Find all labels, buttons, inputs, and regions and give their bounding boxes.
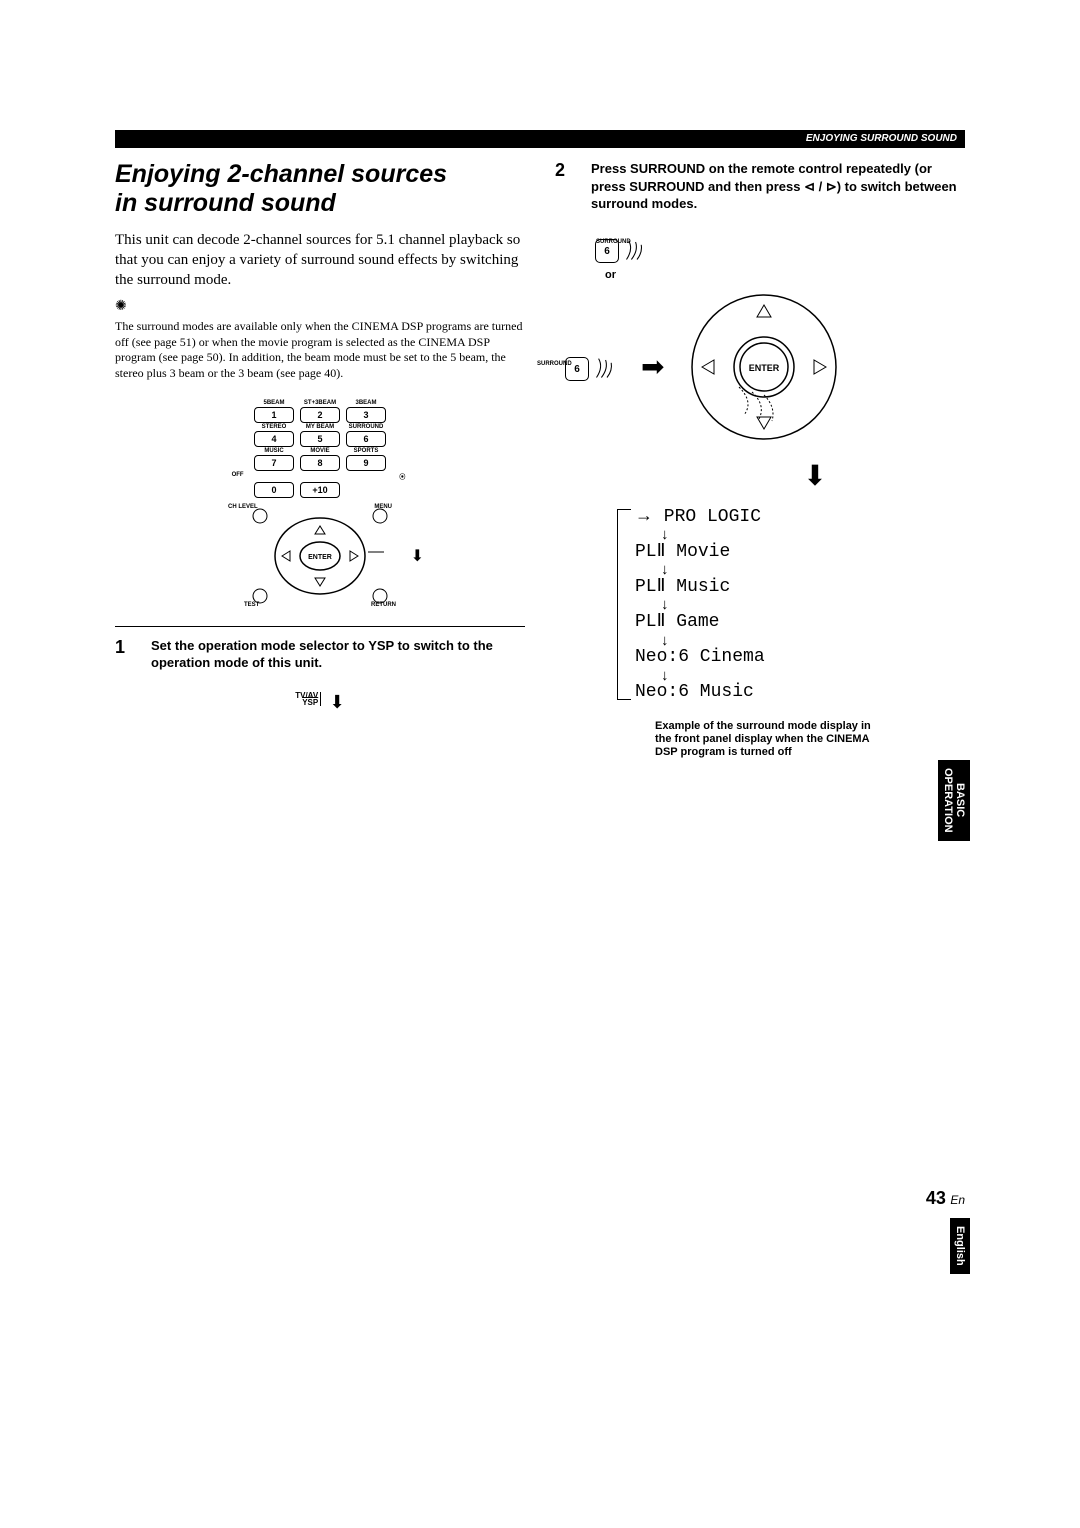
remote-key-label: MY BEAM xyxy=(300,424,340,430)
remote-key: 7 xyxy=(254,455,294,471)
mode-item: PLⅡ Game xyxy=(635,612,965,634)
page-lang: En xyxy=(950,1193,965,1207)
step-1-number: 1 xyxy=(115,637,135,672)
surround-num-2: 6 xyxy=(574,364,580,375)
or-text: or xyxy=(605,269,965,281)
remote-dpad: CH LEVEL MENU TEST RETURN ENTER xyxy=(250,506,390,606)
mode-item: PLⅡ Music xyxy=(635,577,965,599)
remote-key-label: ST+3BEAM xyxy=(300,400,340,406)
step-2-text: Press SURROUND on the remote control rep… xyxy=(591,160,965,213)
dpad-wheel: ENTER xyxy=(684,287,844,447)
arrow-down-icon: ⬇ xyxy=(775,459,855,493)
example-caption: Example of the surround mode display in … xyxy=(655,720,875,760)
mode-item: Neo:6 Cinema xyxy=(635,647,965,669)
remote-key-label: OFF xyxy=(220,472,255,481)
surround-label-1: SURROUND xyxy=(596,230,631,254)
remote-key-label: STEREO xyxy=(254,424,294,430)
step-2: 2 Press SURROUND on the remote control r… xyxy=(555,160,965,213)
note-text: The surround modes are available only wh… xyxy=(115,319,525,381)
intro-paragraph: This unit can decode 2-channel sources f… xyxy=(115,230,525,291)
remote-key: 9 xyxy=(346,455,386,471)
dpad-menu: MENU xyxy=(374,504,392,510)
remote-keypad: 5BEAM ST+3BEAM 3BEAM 123 STEREO MY BEAM SURROU… xyxy=(220,400,420,498)
mode-item: Neo:6 Music xyxy=(635,682,965,704)
svg-text:ENTER: ENTER xyxy=(749,363,780,373)
list-bracket xyxy=(617,509,631,700)
remote-key-label: SPORTS xyxy=(346,448,386,454)
step-2-number: 2 xyxy=(555,160,575,213)
remote-key: 8 xyxy=(300,455,340,471)
title-line1: Enjoying 2-channel sources xyxy=(115,160,447,188)
step-1: 1 Set the operation mode selector to YSP… xyxy=(115,637,525,672)
surround-button-1: SURROUND 6 xyxy=(595,239,619,263)
section-title: Enjoying 2-channel sources in surround s… xyxy=(115,160,525,218)
mode-item: PLⅡ Movie xyxy=(635,542,965,564)
press-icon-2 xyxy=(593,353,621,381)
mode-arrow-icon: ↓ xyxy=(661,598,965,612)
remote-key: 0 xyxy=(254,482,294,498)
header-bar: ENJOYING SURROUND SOUND xyxy=(115,130,965,148)
remote-key-label: MUSIC xyxy=(254,448,294,454)
content-columns: Enjoying 2-channel sources in surround s… xyxy=(115,160,965,759)
remote-key-label: MOVIE xyxy=(300,448,340,454)
title-line2: in surround sound xyxy=(115,189,336,217)
mode-item: → PRO LOGIC xyxy=(635,505,965,529)
surround-mode-list: → PRO LOGIC↓PLⅡ Movie↓PLⅡ Music↓PLⅡ Game… xyxy=(635,505,965,704)
remote-key-label: SURROUND xyxy=(346,424,386,430)
remote-key-label xyxy=(302,472,337,481)
dpad-return: RETURN xyxy=(371,602,396,608)
remote-key: 3 xyxy=(346,407,386,423)
page-number: 43 En xyxy=(926,1188,965,1209)
tab-basic-operation: BASIC OPERATION xyxy=(938,760,970,841)
remote-key: 2 xyxy=(300,407,340,423)
arrow-right-icon: ➡ xyxy=(641,350,664,384)
switch-ysp: YSP xyxy=(302,698,318,707)
left-column: Enjoying 2-channel sources in surround s… xyxy=(115,160,525,759)
remote-diagram: 5BEAM ST+3BEAM 3BEAM 123 STEREO MY BEAM SURROU… xyxy=(220,400,420,606)
note-icon: ✺ xyxy=(115,298,525,315)
remote-key: 5 xyxy=(300,431,340,447)
divider xyxy=(115,626,525,627)
remote-key: 1 xyxy=(254,407,294,423)
remote-key xyxy=(346,482,386,498)
mode-arrow-icon: ↓ xyxy=(661,634,965,648)
remote-key-label: 3BEAM xyxy=(346,400,386,406)
mode-arrow-icon: ↓ xyxy=(661,563,965,577)
dpad-ch-level: CH LEVEL xyxy=(228,504,258,510)
mode-arrow-icon: ↓ xyxy=(661,669,965,683)
surround-button-2: 6 xyxy=(565,357,589,381)
remote-key-label xyxy=(261,472,296,481)
page-num-value: 43 xyxy=(926,1188,946,1208)
header-breadcrumb: ENJOYING SURROUND SOUND xyxy=(806,133,957,144)
right-column: 2 Press SURROUND on the remote control r… xyxy=(555,160,965,759)
surround-button-diagram: SURROUND 6 or SURROUND 6 xyxy=(555,235,965,760)
mode-switch-diagram: TV/AV YSP ⬇ xyxy=(115,692,525,713)
record-icon: ⦿ xyxy=(385,472,420,481)
switch-arrow-icon: ⬇ xyxy=(330,692,345,713)
switch-labels: TV/AV YSP xyxy=(295,692,321,706)
remote-key-label: 5BEAM xyxy=(254,400,294,406)
step-1-text: Set the operation mode selector to YSP t… xyxy=(151,637,525,672)
remote-key: 6 xyxy=(346,431,386,447)
dpad-test: TEST xyxy=(244,602,259,608)
dpad-switch-arrow-icon: ⬇ xyxy=(411,546,424,566)
remote-key: 4 xyxy=(254,431,294,447)
mode-arrow-icon: ↓ xyxy=(661,528,965,542)
svg-text:ENTER: ENTER xyxy=(308,554,332,561)
remote-key: +10 xyxy=(300,482,340,498)
tab-english: English xyxy=(950,1218,970,1274)
